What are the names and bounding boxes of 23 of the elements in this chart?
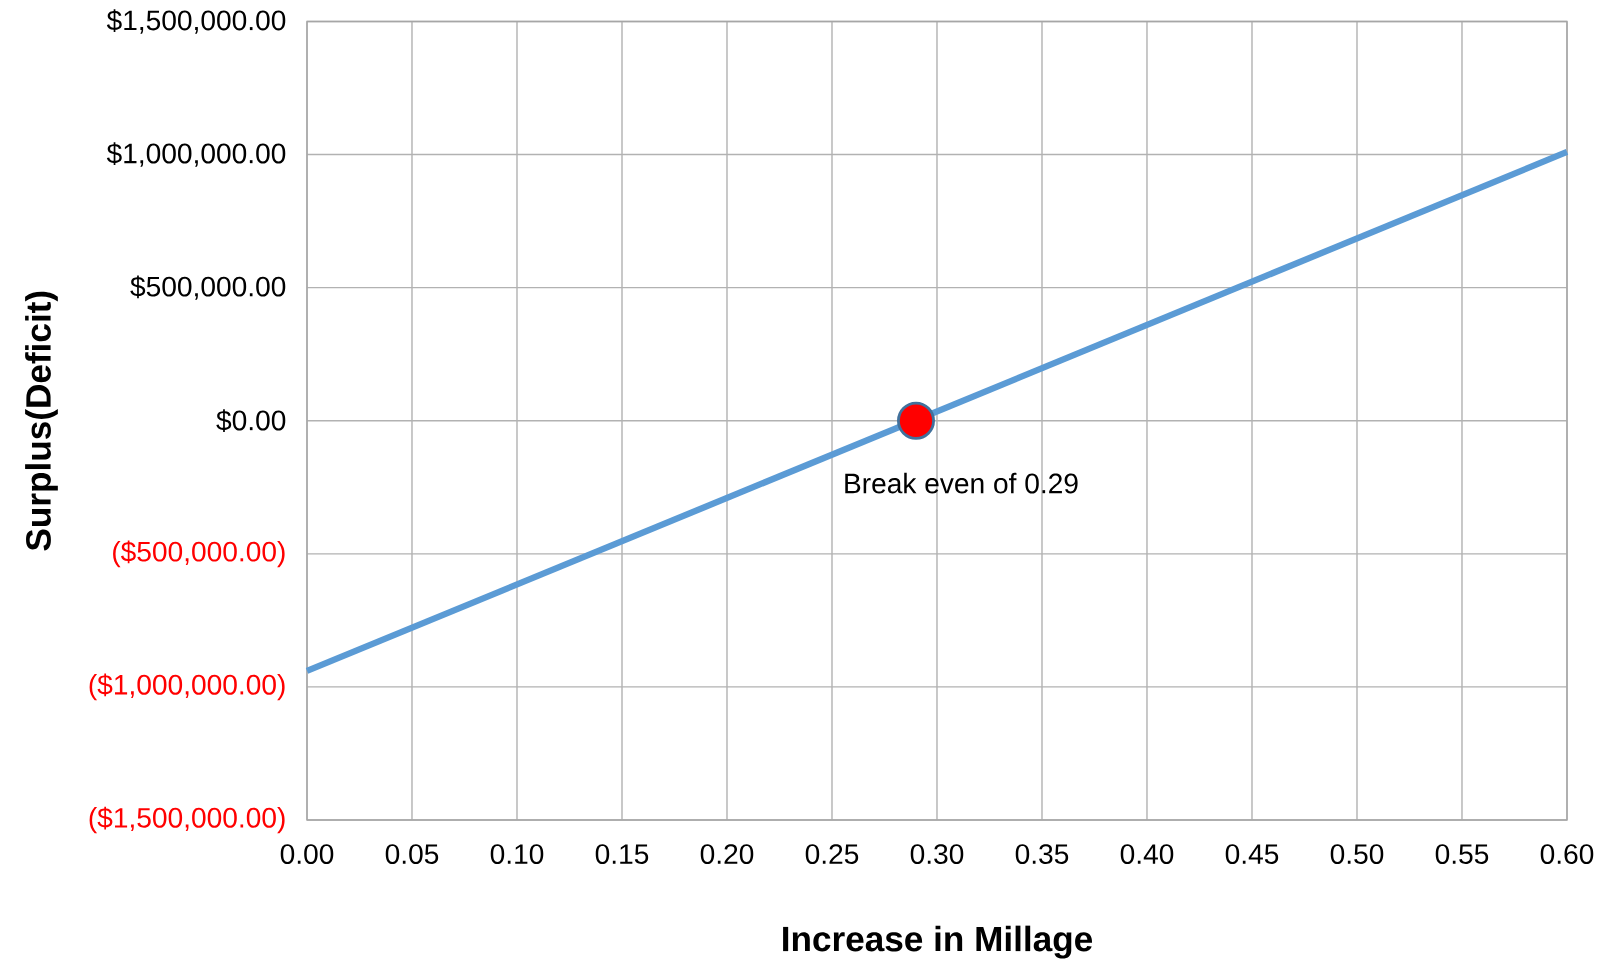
x-tick-label: 0.10 <box>490 844 544 865</box>
x-tick-label: 0.55 <box>1435 844 1489 865</box>
x-tick-label: 0.30 <box>910 844 964 865</box>
annotation: Break even of 0.29 <box>845 472 1078 494</box>
x-tick-label: 0.00 <box>280 844 334 865</box>
x-tick-label: 0.25 <box>805 844 859 865</box>
x-tick-label: 0.40 <box>1120 844 1174 865</box>
y-tick-label: $500,000.00 <box>130 275 286 300</box>
x-tick-label: 0.35 <box>1015 844 1069 865</box>
x-tick-label: 0.20 <box>700 844 754 865</box>
x-axis-title: Increase in Millage <box>783 925 1093 959</box>
y-tick-label: ($1,500,000.00) <box>89 806 285 834</box>
y-tick-label: $1,500,000.00 <box>106 9 286 34</box>
y-tick-label: ($1,000,000.00) <box>89 673 285 701</box>
y-tick-label: ($500,000.00) <box>113 540 285 568</box>
y-tick-label: $0.00 <box>216 409 286 433</box>
x-tick-label: 0.05 <box>385 844 439 865</box>
y-tick-label: $1,000,000.00 <box>106 142 286 167</box>
x-tick-label: 0.45 <box>1225 844 1279 865</box>
x-tick-label: 0.50 <box>1330 844 1384 865</box>
x-tick-label: 0.60 <box>1540 844 1594 865</box>
y-axis-title: Surplus(Deficit) <box>25 291 58 551</box>
x-tick-label: 0.15 <box>595 844 649 865</box>
